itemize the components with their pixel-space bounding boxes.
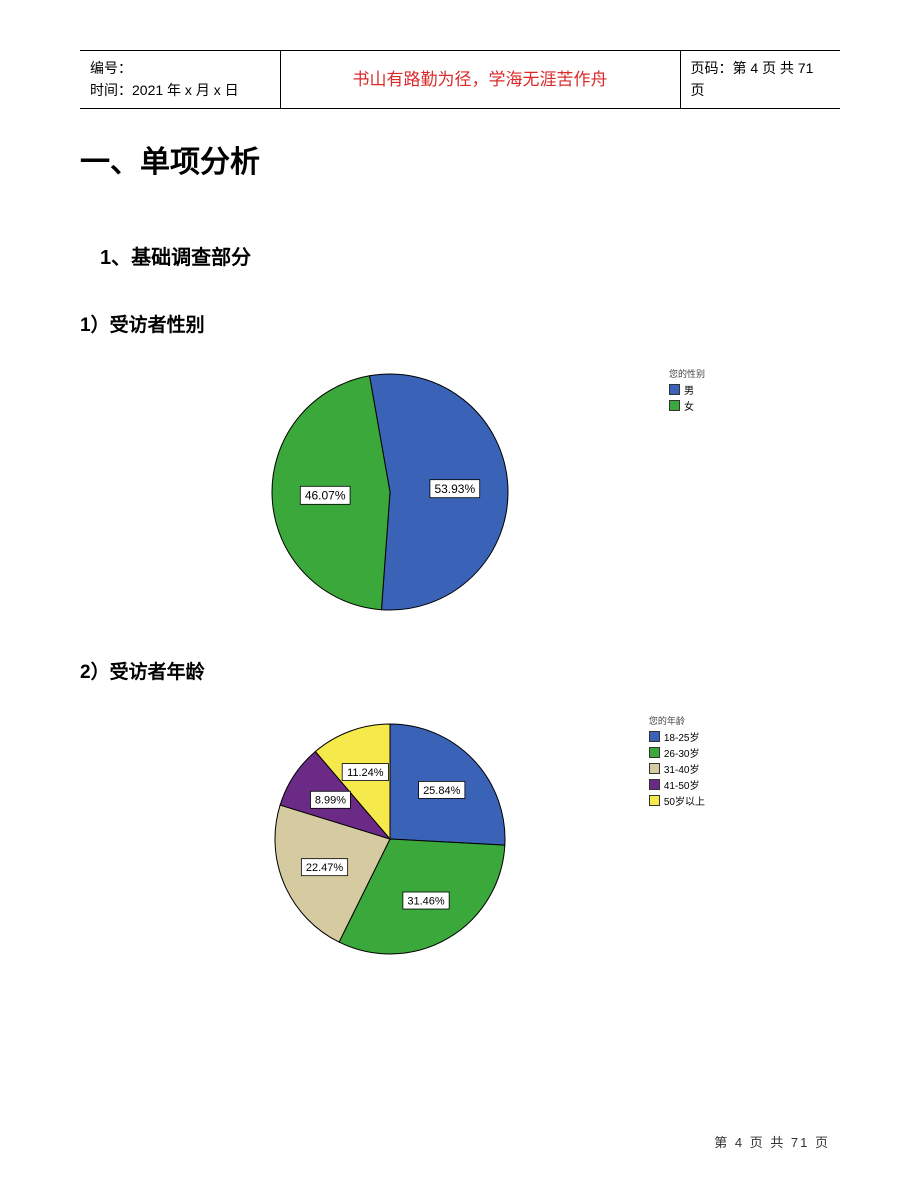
legend-swatch	[649, 731, 660, 742]
legend-swatch	[649, 795, 660, 806]
time-value: 2021 年 x 月 x 日	[132, 82, 239, 98]
legend-swatch	[649, 747, 660, 758]
chart2-legend: 您的年龄 18-25岁26-30岁31-40岁41-50岁50岁以上	[649, 714, 705, 809]
doc-time: 时间：2021 年 x 月 x 日	[90, 79, 270, 101]
chart1-wrap: 53.93% 46.07% 您的性别 男女	[80, 362, 840, 627]
chart1-legend: 您的性别 男女	[669, 367, 705, 414]
legend-item: 女	[669, 398, 705, 413]
pie-label-text: 8.99%	[315, 794, 346, 806]
age-pie-chart: 25.84% 31.46% 22.47% 8.99% 11.24%	[210, 709, 570, 969]
legend-label: 31-40岁	[664, 761, 700, 776]
legend-label: 26-30岁	[664, 745, 700, 760]
legend-label: 41-50岁	[664, 777, 700, 792]
doc-id-label: 编号：	[90, 57, 270, 79]
legend-swatch	[649, 779, 660, 790]
legend-swatch	[669, 384, 680, 395]
legend-item: 18-25岁	[649, 729, 705, 744]
header-motto: 书山有路勤为径，学海无涯苦作舟	[280, 51, 680, 109]
legend-label: 18-25岁	[664, 729, 700, 744]
legend-swatch	[649, 763, 660, 774]
legend-item: 26-30岁	[649, 745, 705, 760]
chart1-legend-title: 您的性别	[669, 367, 705, 380]
document-page: 编号： 时间：2021 年 x 月 x 日 书山有路勤为径，学海无涯苦作舟 页码…	[0, 0, 920, 1044]
section-heading-2: 1、基础调查部分	[100, 241, 840, 270]
chart2-area: 25.84% 31.46% 22.47% 8.99% 11.24% 您的年龄 18-25…	[210, 709, 710, 974]
pie-label-text: 25.84%	[423, 785, 461, 797]
pie-label-text: 31.46%	[407, 895, 445, 907]
legend-item: 31-40岁	[649, 761, 705, 776]
pie-label-text: 46.07%	[305, 488, 346, 502]
chart2-wrap: 25.84% 31.46% 22.47% 8.99% 11.24% 您的年龄 18-25…	[80, 709, 840, 974]
section-heading-3a: 1）受访者性别	[80, 310, 840, 337]
header-table: 编号： 时间：2021 年 x 月 x 日 书山有路勤为径，学海无涯苦作舟 页码…	[80, 50, 840, 109]
section-heading-3b: 2）受访者年龄	[80, 657, 840, 684]
pie-label-text: 22.47%	[306, 862, 344, 874]
legend-label: 女	[684, 398, 694, 413]
header-page-label: 页码：第 4 页 共 71 页	[680, 51, 840, 109]
page-footer: 第 4 页 共 71 页	[714, 1132, 830, 1151]
section-heading-1: 一、单项分析	[80, 137, 840, 181]
chart2-legend-title: 您的年龄	[649, 714, 705, 727]
legend-label: 50岁以上	[664, 793, 705, 808]
pie-label-text: 53.93%	[434, 482, 475, 496]
pie-label-text: 11.24%	[347, 767, 384, 779]
chart1-area: 53.93% 46.07% 您的性别 男女	[210, 362, 710, 627]
header-left-cell: 编号： 时间：2021 年 x 月 x 日	[80, 51, 280, 109]
legend-item: 41-50岁	[649, 777, 705, 792]
gender-pie-chart: 53.93% 46.07%	[210, 362, 570, 622]
time-label: 时间：	[90, 82, 132, 98]
legend-label: 男	[684, 382, 694, 397]
chart1-legend-items: 男女	[669, 382, 705, 413]
legend-item: 男	[669, 382, 705, 397]
legend-swatch	[669, 400, 680, 411]
chart2-legend-items: 18-25岁26-30岁31-40岁41-50岁50岁以上	[649, 729, 705, 808]
legend-item: 50岁以上	[649, 793, 705, 808]
